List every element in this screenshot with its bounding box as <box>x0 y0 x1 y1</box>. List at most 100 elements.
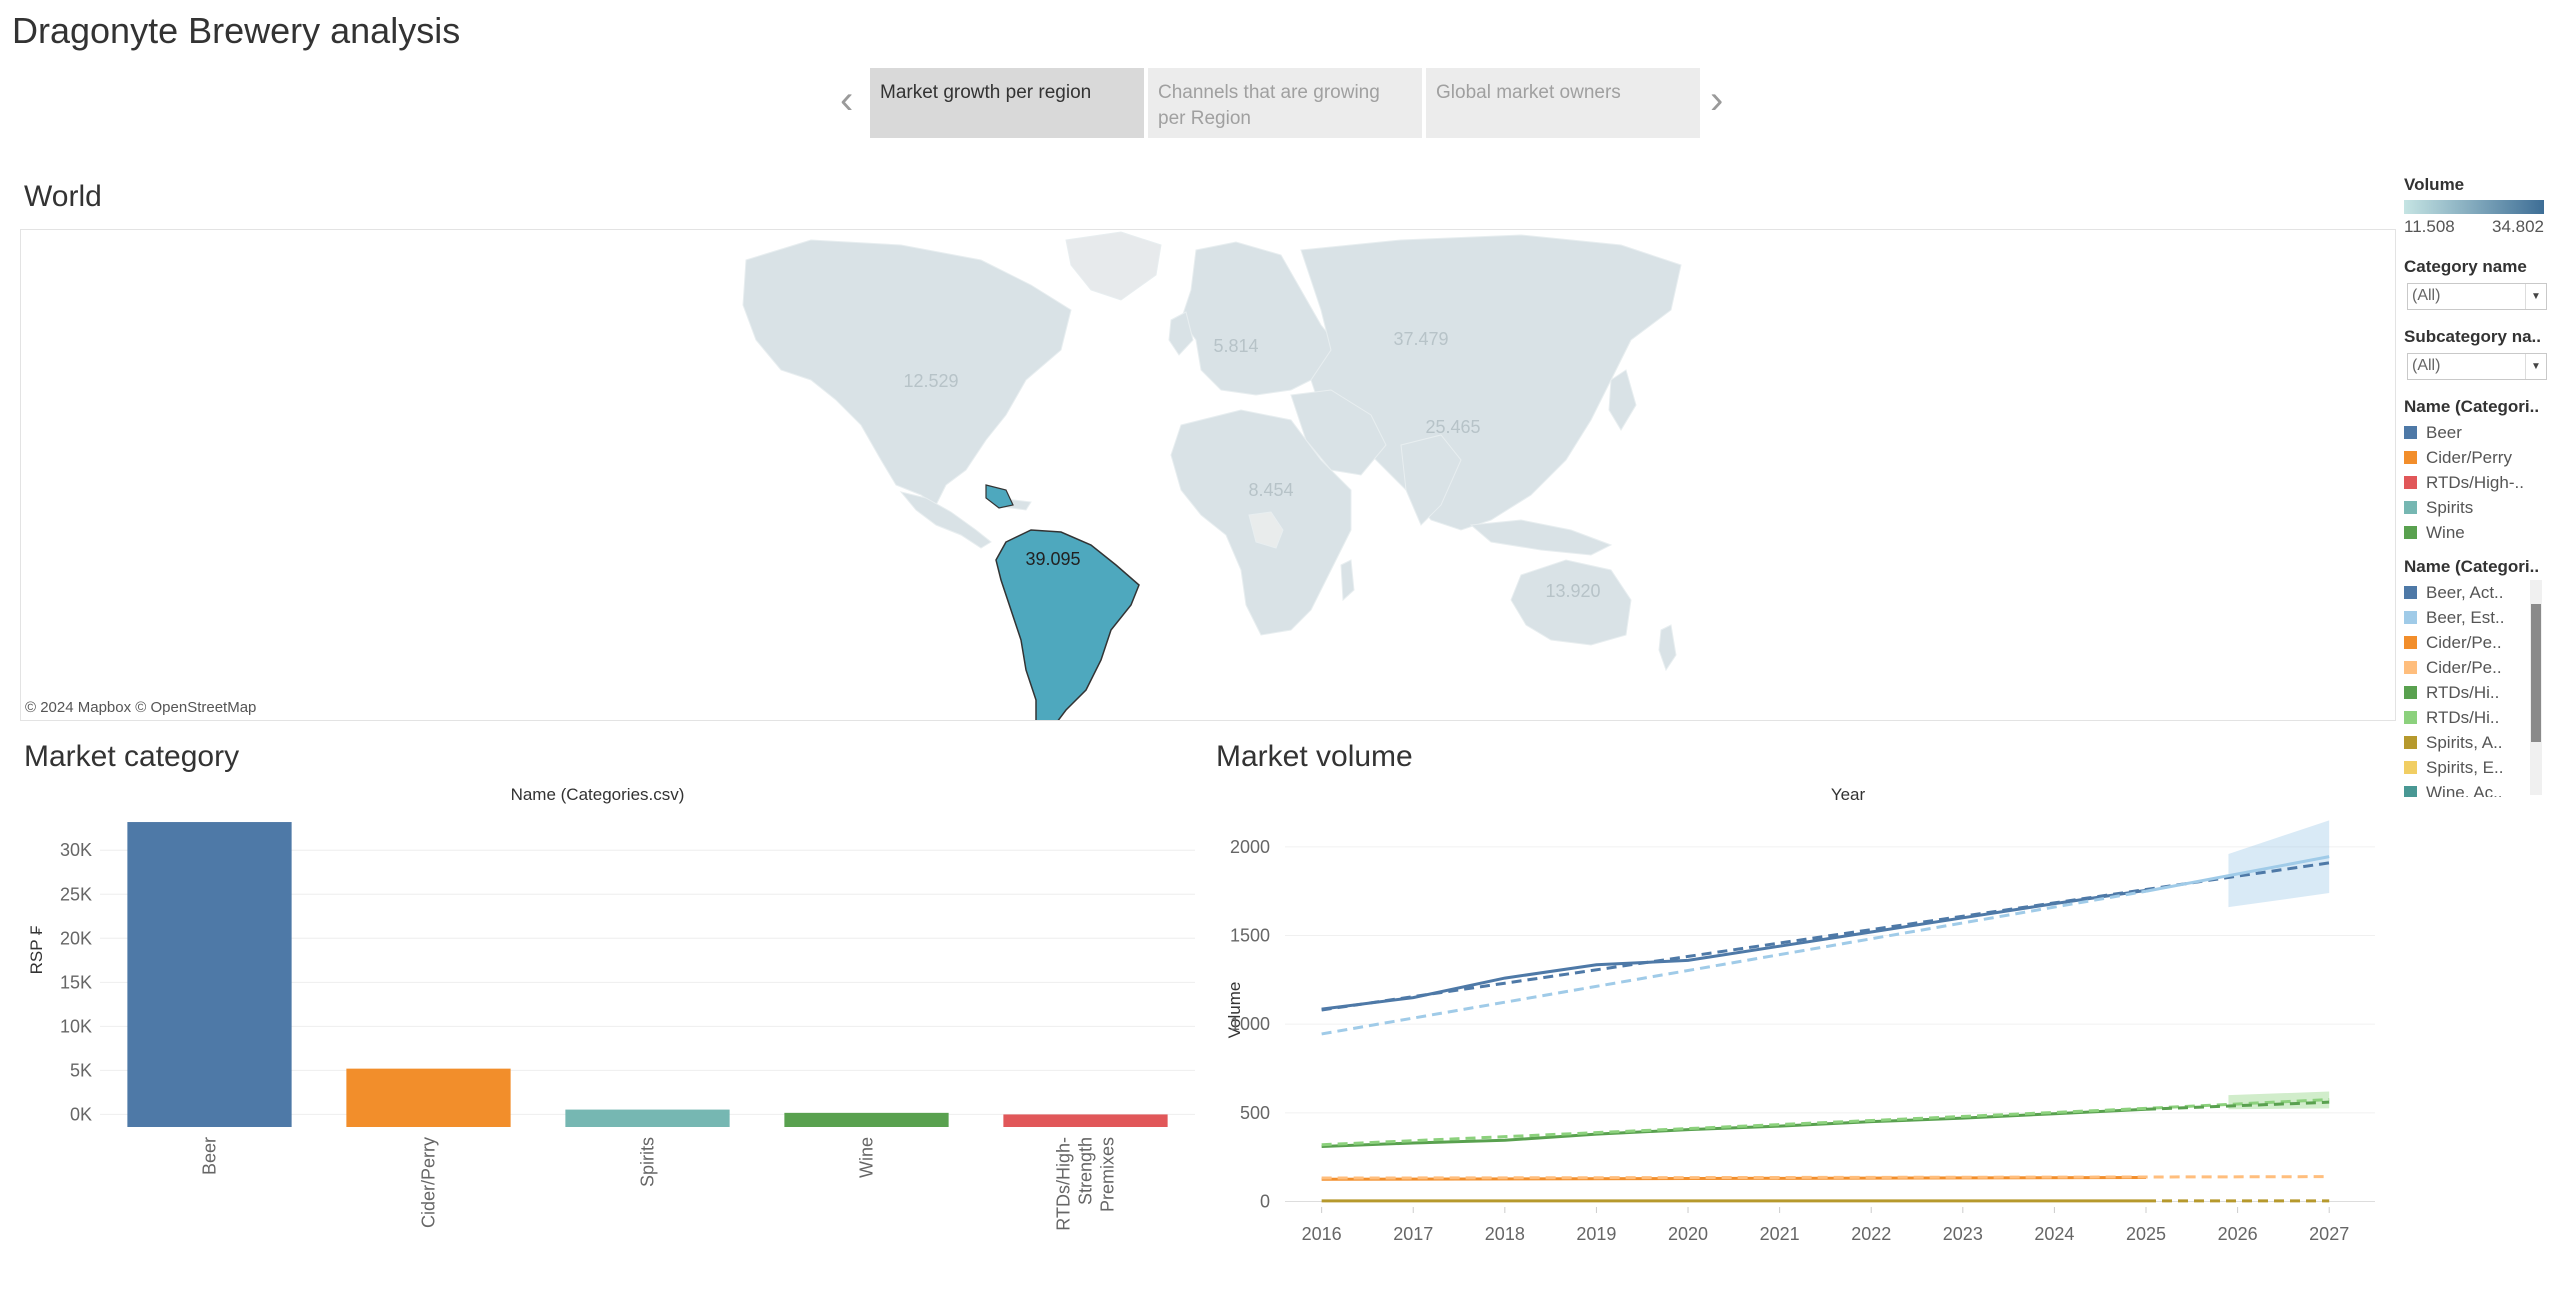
central-america-highlight[interactable] <box>985 484 1014 509</box>
series-line[interactable] <box>1321 1098 2330 1147</box>
central-africa-shape <box>1248 511 1284 549</box>
madagascar-shape <box>1340 559 1355 602</box>
series-line[interactable] <box>1321 889 2147 1036</box>
category-legend-item[interactable]: Spirits <box>2404 495 2534 520</box>
series-line[interactable] <box>2145 855 2330 893</box>
legend-swatch <box>2404 526 2417 539</box>
category-color-legend: Name (Categori.. Beer Cider/Perry RTDs/Hig… <box>2404 397 2549 545</box>
line-chart-x-tick: 2020 <box>1668 1224 1708 1244</box>
bar-chart-x-tick: Spirits <box>638 1137 658 1187</box>
bar-chart-y-tick: 25K <box>60 884 92 904</box>
bar-chart-x-tick: RTDs/High- Strength Premixes <box>1054 1137 1118 1231</box>
legend-scrollbar-thumb[interactable] <box>2531 604 2541 742</box>
bar-rtds-high-strength-premixes[interactable] <box>1003 1114 1168 1127</box>
map-title: World <box>24 180 102 213</box>
line-chart-x-tick: 2024 <box>2034 1224 2074 1244</box>
legend-scrollbar[interactable] <box>2530 580 2542 795</box>
series-legend-item[interactable]: RTDs/Hi.. <box>2404 705 2534 730</box>
series-legend-item[interactable]: Beer, Act.. <box>2404 580 2534 605</box>
line-chart-x-tick: 2022 <box>1851 1224 1891 1244</box>
south-america-shape[interactable] <box>995 529 1140 721</box>
subcategory-filter-dropdown[interactable]: (All) ▼ <box>2407 353 2547 380</box>
chevron-down-icon[interactable]: ▼ <box>2525 354 2546 379</box>
bar-cider-perry[interactable] <box>346 1068 511 1127</box>
chevron-left-icon[interactable]: ‹ <box>840 78 854 122</box>
bar-chart-x-tick: Wine <box>857 1137 877 1178</box>
legend-label: Cider/Pe.. <box>2426 657 2502 677</box>
map-attribution[interactable]: © 2024 Mapbox © OpenStreetMap <box>25 699 257 716</box>
market-volume-title: Market volume <box>1216 740 1413 773</box>
market-volume-chart[interactable]: Year Volume 0 500 1000 1500 2000 2016 2017 2018 20… <box>1210 780 2410 1290</box>
chevron-right-icon[interactable]: › <box>1710 78 1724 122</box>
bar-spirits[interactable] <box>565 1109 730 1127</box>
series-line[interactable] <box>1321 861 2330 1012</box>
southeast-asia-shape <box>1469 519 1613 556</box>
market-category-chart[interactable]: Name (Categories.csv) RSP ₣ 0K 5K 10K 15K 20K 2… <box>20 780 1210 1240</box>
chevron-down-icon[interactable]: ▼ <box>2525 284 2546 309</box>
series-legend-item[interactable]: Spirits, A.. <box>2404 730 2534 755</box>
line-chart-x-tick: 2018 <box>1485 1224 1525 1244</box>
legend-label: Spirits <box>2426 497 2474 517</box>
bar-chart-y-tick: 5K <box>70 1060 92 1080</box>
legend-swatch <box>2404 761 2417 774</box>
category-legend-items: Beer Cider/Perry RTDs/High-.. Spirits Wine <box>2404 420 2549 545</box>
japan-shape <box>1608 369 1637 431</box>
bar-chart-x-title: Name (Categories.csv) <box>511 785 685 804</box>
line-chart-x-title: Year <box>1831 785 1866 804</box>
category-legend-item[interactable]: Beer <box>2404 420 2534 445</box>
forecast-band <box>2228 1091 2330 1110</box>
legend-swatch <box>2404 736 2417 749</box>
story-tab-market-owners[interactable]: Global market owners <box>1426 68 1700 138</box>
legend-label: Cider/Pe.. <box>2426 632 2502 652</box>
story-tab-market-growth[interactable]: Market growth per region <box>870 68 1144 138</box>
series-legend-item[interactable]: Cider/Pe.. <box>2404 655 2534 680</box>
series-legend-item[interactable]: Beer, Est.. <box>2404 605 2534 630</box>
legend-label: RTDs/High-.. <box>2426 472 2524 492</box>
bar-chart-y-tick: 30K <box>60 840 92 860</box>
australia-shape <box>1510 559 1632 646</box>
category-legend-item[interactable]: Cider/Perry <box>2404 445 2534 470</box>
category-filter-dropdown[interactable]: (All) ▼ <box>2407 283 2547 310</box>
line-chart-x-tick: 2019 <box>1576 1224 1616 1244</box>
bar-chart-x-tick: Beer <box>200 1137 220 1175</box>
bar-beer[interactable] <box>127 822 292 1127</box>
legend-label: Cider/Perry <box>2426 447 2512 467</box>
series-legend-item[interactable]: Cider/Pe.. <box>2404 630 2534 655</box>
story-tab-channels[interactable]: Channels that are growing per Region <box>1148 68 1422 138</box>
story-tab-label: Global market owners <box>1436 82 1621 103</box>
line-chart-x-tick: 2017 <box>1393 1224 1433 1244</box>
series-legend-item[interactable]: Wine, Ac.. <box>2404 780 2534 797</box>
series-line[interactable] <box>1321 1176 2147 1181</box>
bar-chart-x-tick: Cider/Perry <box>419 1137 439 1228</box>
uk-shape <box>1168 311 1194 356</box>
series-legend-item[interactable]: RTDs/Hi.. <box>2404 680 2534 705</box>
series-legend-item[interactable]: Spirits, E.. <box>2404 755 2534 780</box>
line-chart-x-tick: 2027 <box>2309 1224 2349 1244</box>
line-chart-y-tick: 1000 <box>1230 1014 1270 1034</box>
map-label-russia: 37.479 <box>1393 329 1448 349</box>
line-chart-y-title: Volume <box>1225 982 1244 1039</box>
bar-wine[interactable] <box>784 1112 949 1127</box>
world-map-canvas: 12.529 5.814 37.479 25.465 8.454 39.095 … <box>742 231 1682 721</box>
series-line[interactable] <box>1321 1175 2330 1180</box>
volume-max: 34.802 <box>2492 217 2544 236</box>
series-legend-items: Beer, Act.. Beer, Est.. Cider/Pe.. Cider/Pe… <box>2404 580 2549 797</box>
subcategory-filter-title: Subcategory na.. <box>2404 327 2541 346</box>
legend-swatch <box>2404 661 2417 674</box>
legend-swatch <box>2404 501 2417 514</box>
forecast-band <box>2228 820 2330 908</box>
market-category-title: Market category <box>24 740 240 773</box>
greenland-shape <box>1065 231 1162 301</box>
series-line[interactable] <box>2145 1100 2330 1111</box>
line-chart-y-tick: 1500 <box>1230 926 1270 946</box>
subcategory-filter-value: (All) <box>2412 357 2441 374</box>
category-legend-item[interactable]: Wine <box>2404 520 2534 545</box>
map-label-north-america: 12.529 <box>903 371 958 391</box>
category-filter-title: Category name <box>2404 257 2527 276</box>
story-tab-label: Channels that are growing per Region <box>1158 82 1380 129</box>
world-map[interactable]: 12.529 5.814 37.479 25.465 8.454 39.095 … <box>20 229 2396 721</box>
dashboard-title: Dragonyte Brewery analysis <box>12 10 461 51</box>
line-chart-x-tick: 2023 <box>1943 1224 1983 1244</box>
category-legend-item[interactable]: RTDs/High-.. <box>2404 470 2534 495</box>
series-line[interactable] <box>1321 1107 2147 1148</box>
